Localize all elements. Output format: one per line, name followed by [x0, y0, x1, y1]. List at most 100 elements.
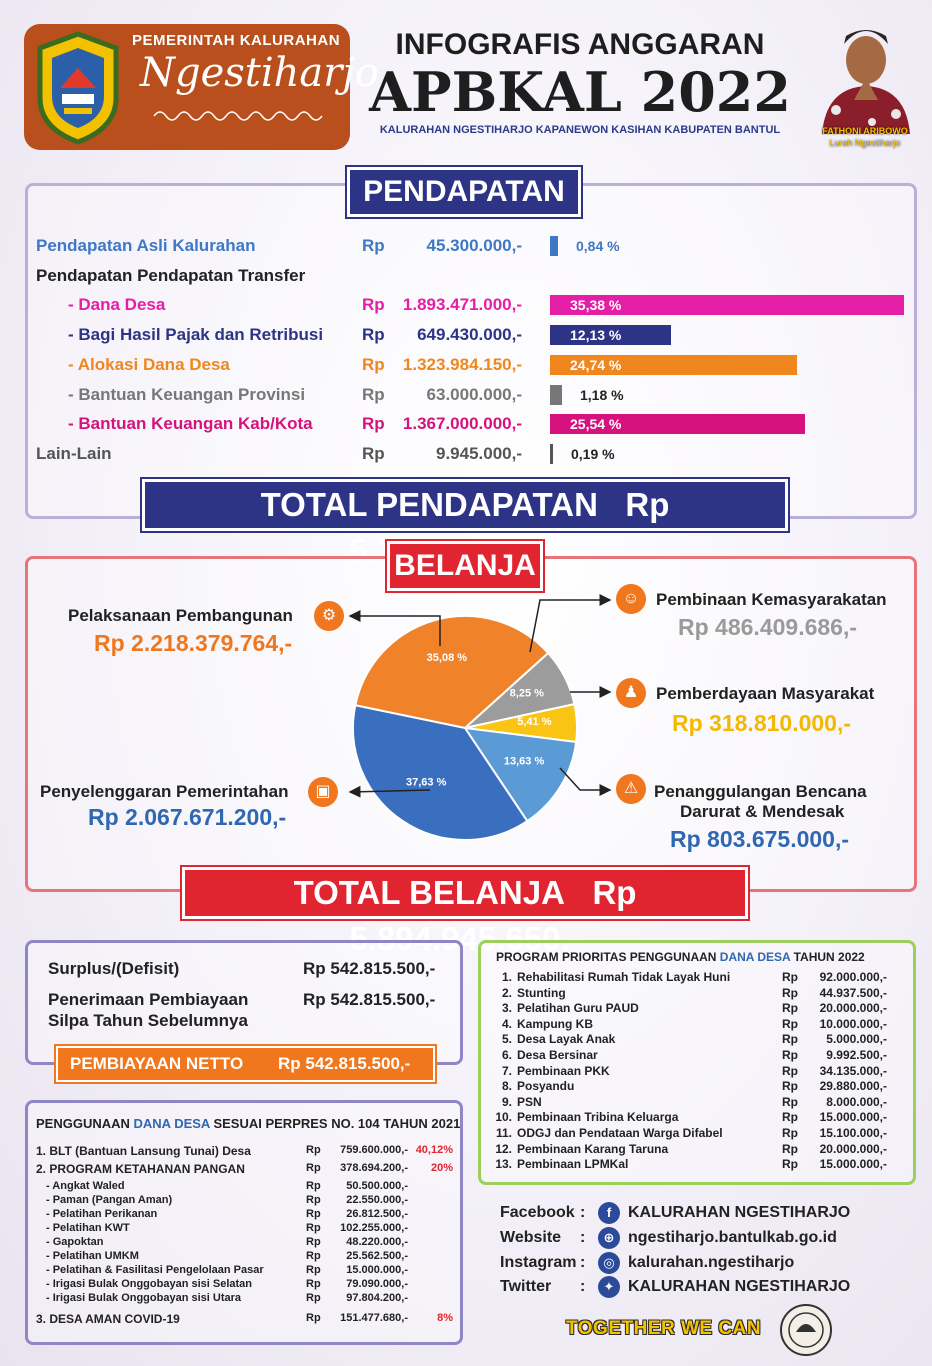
penggunaan-row-amount: 26.812.500,- — [346, 1208, 408, 1220]
pendapatan-pct: 12,13 % — [570, 327, 622, 343]
gov-label: PEMERINTAH KALURAHAN — [132, 32, 341, 49]
prioritas-row-label: Pelatihan Guru PAUD — [517, 1001, 639, 1016]
penggunaan-title-c: SESUAI PERPRES NO. 104 TAHUN 2021 — [209, 1116, 461, 1131]
penggunaan-row-label: - Angkat Waled — [46, 1180, 125, 1192]
pendapatan-row-rp: Rp — [362, 414, 385, 433]
subtitle: KALURAHAN NGESTIHARJO KAPANEWON KASIHAN … — [379, 124, 781, 136]
penggunaan-row-label: - Paman (Pangan Aman) — [46, 1194, 173, 1206]
pendapatan-row-label: - Bantuan Keuangan Kab/Kota — [68, 414, 313, 433]
penggunaan-row-rp: Rp — [306, 1312, 321, 1324]
prioritas-row-no: 3. — [501, 1001, 512, 1016]
penggunaan-row-amount: 25.562.500,- — [346, 1250, 408, 1262]
penggunaan-row-amount: 48.220.000,- — [346, 1236, 408, 1248]
prioritas-row-rp: Rp — [782, 1063, 798, 1078]
penggunaan-row-rp: Rp — [306, 1222, 321, 1234]
village-emblem-icon — [37, 31, 119, 145]
prioritas-row-label: Posyandu — [517, 1079, 575, 1094]
pembangunan-label: Pelaksanaan Pembangunan — [68, 606, 293, 625]
prioritas-row-label: Pembinaan PKK — [517, 1063, 610, 1078]
social-value[interactable]: kalurahan.ngestiharjo — [628, 1254, 795, 1271]
pendapatan-row-amount: 45.300.000,- — [426, 236, 522, 255]
pendapatan-bar — [550, 385, 562, 405]
penggunaan-row-amount: 22.550.000,- — [346, 1194, 408, 1206]
prioritas-row-rp: Rp — [782, 1157, 798, 1172]
penggunaan-row-rp: Rp — [306, 1250, 321, 1262]
pendapatan-row-amount: 9.945.000,- — [435, 444, 522, 463]
pendapatan-pct: 1,18 % — [580, 387, 624, 403]
pendapatan-pct: 0,84 % — [576, 238, 620, 254]
penggunaan-row-amount: 50.500.000,- — [346, 1180, 408, 1192]
prioritas-row-rp: Rp — [782, 1094, 798, 1109]
penerimaan-label-2: Silpa Tahun Sebelumnya — [48, 1011, 248, 1030]
prioritas-row-no: 4. — [501, 1016, 512, 1031]
prioritas-row-no: 8. — [501, 1079, 512, 1094]
globe-icon: ⊕ — [598, 1227, 620, 1249]
kemasyarakatan-label: Pembinaan Kemasyarakatan — [656, 590, 887, 609]
penggunaan-row-amount: 378.694.200,- — [340, 1162, 408, 1174]
social-value[interactable]: KALURAHAN NGESTIHARJO — [628, 1278, 851, 1295]
penggunaan-title-a: PENGGUNAAN — [36, 1116, 134, 1131]
prioritas-row-rp: Rp — [782, 970, 798, 984]
prioritas-row-label: Desa Bersinar — [517, 1048, 598, 1062]
pendapatan-row-amount: 1.323.984.150,- — [402, 355, 522, 374]
penggunaan-row-pct: 20% — [430, 1162, 453, 1174]
pendapatan-row-label: - Alokasi Dana Desa — [68, 355, 230, 374]
bencana-value: Rp 803.675.000,- — [670, 826, 850, 852]
prioritas-title-b: DANA DESA — [719, 950, 791, 964]
total-belanja: TOTAL BELANJA Rp 5.894.945.650,- — [185, 870, 745, 957]
pie-slice-label: 5,41 % — [517, 716, 551, 728]
pendapatan-row-rp: Rp — [362, 355, 385, 374]
penggunaan-row-label: - Irigasi Bulak Onggobayan sisi Utara — [46, 1292, 241, 1304]
penerimaan-label-1: Penerimaan Pembiayaan — [48, 990, 249, 1009]
penggunaan-row-rp: Rp — [306, 1180, 321, 1192]
social-label: Instagram — [500, 1254, 577, 1271]
social-value[interactable]: KALURAHAN NGESTIHARJO — [628, 1204, 851, 1221]
penggunaan-row-pct: 40,12% — [415, 1144, 453, 1156]
prioritas-row-amount: 20.000.000,- — [819, 1141, 887, 1156]
bencana-label-1: Penanggulangan Bencana — [654, 782, 867, 801]
village-name: Ngestiharjo — [140, 50, 379, 96]
slogan-emblem-icon — [780, 1304, 832, 1356]
javanese-script-icon — [153, 111, 323, 121]
pendapatan-bar — [550, 325, 671, 345]
penggunaan-row-label: 2. PROGRAM KETAHANAN PANGAN — [36, 1162, 245, 1176]
social-colon: : — [580, 1204, 586, 1221]
prioritas-row-amount: 92.000.000,- — [819, 970, 887, 984]
social-value[interactable]: ngestiharjo.bantulkab.go.id — [628, 1229, 837, 1246]
penggunaan-row-label: - Pelatihan Perikanan — [46, 1208, 158, 1220]
prioritas-row-amount: 15.000.000,- — [819, 1110, 887, 1125]
prioritas-row-amount: 34.135.000,- — [819, 1063, 887, 1078]
prioritas-title-a: PROGRAM PRIORITAS PENGGUNAAN — [496, 950, 720, 964]
prioritas-row-amount: 9.992.500,- — [826, 1048, 887, 1062]
apbkal-title: APBKAL 2022 — [369, 60, 791, 124]
prioritas-row-label: Pembinaan LPMKal — [517, 1157, 629, 1172]
pendapatan-row-amount: 1.367.000.000,- — [402, 414, 522, 433]
social-colon: : — [580, 1229, 586, 1246]
penggunaan-row-rp: Rp — [306, 1292, 321, 1304]
prioritas-row-no: 11. — [495, 1126, 512, 1140]
pendapatan-pct: 0,19 % — [571, 446, 615, 462]
pendapatan-row-rp: Rp — [362, 325, 385, 344]
prioritas-row-rp: Rp — [782, 1110, 798, 1125]
prioritas-row-no: 2. — [501, 985, 512, 1000]
penggunaan-title-b: DANA DESA — [133, 1116, 210, 1131]
pendapatan-bar — [550, 444, 553, 464]
pembangunan-value: Rp 2.218.379.764,- — [94, 630, 293, 656]
netto-label: PEMBIAYAAN NETTO — [70, 1054, 244, 1073]
prioritas-row-label: Desa Layak Anak — [517, 1032, 616, 1047]
prioritas-row-label: Pembinaan Tribina Keluarga — [517, 1110, 679, 1125]
prioritas-row-rp: Rp — [782, 1141, 798, 1156]
prioritas-row-label: Stunting — [517, 985, 566, 1000]
prioritas-row-label: Pembinaan Karang Taruna — [517, 1141, 669, 1156]
prioritas-row-amount: 5.000.000,- — [826, 1032, 887, 1047]
penggunaan-row-amount: 759.600.000,- — [340, 1144, 408, 1156]
pendapatan-row-amount: 649.430.000,- — [417, 325, 522, 344]
prioritas-panel — [478, 940, 916, 1185]
prioritas-row-rp: Rp — [782, 1048, 798, 1062]
gear-icon: ⚙ — [314, 601, 344, 631]
prioritas-row-amount: 29.880.000,- — [819, 1079, 887, 1094]
pendapatan-row-rp: Rp — [362, 444, 385, 463]
pendapatan-row-amount: 63.000.000,- — [426, 385, 522, 404]
penggunaan-row-label: - Pelatihan KWT — [46, 1222, 130, 1234]
pendapatan-row-label: Pendapatan Pendapatan Transfer — [36, 266, 306, 285]
